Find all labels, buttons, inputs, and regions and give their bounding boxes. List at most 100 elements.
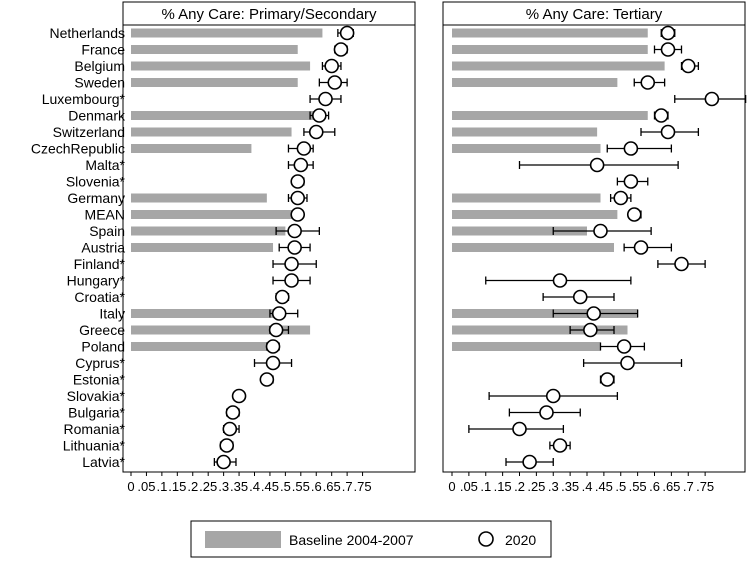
marker-2020 — [653, 108, 669, 123]
country-label: France — [81, 42, 125, 58]
x-tick-label: .25 — [199, 479, 217, 494]
marker-2020 — [512, 421, 527, 437]
marker-2020 — [522, 454, 537, 470]
marker-2020 — [680, 58, 696, 74]
baseline-bar — [131, 226, 286, 236]
x-tick-label: .4 — [249, 479, 260, 494]
baseline-bar — [452, 325, 628, 335]
country-label: Luxembourg* — [42, 91, 126, 107]
marker-2020 — [290, 190, 306, 206]
marker-2020 — [268, 322, 284, 338]
legend-baseline-label: Baseline 2004-2007 — [289, 532, 414, 548]
x-tick-label: .45 — [261, 479, 279, 494]
baseline-bar — [452, 45, 648, 54]
marker-2020 — [287, 223, 302, 239]
x-tick-label: .5 — [280, 479, 291, 494]
country-label: Slovenia* — [66, 174, 126, 190]
x-tick-label: .05 — [460, 479, 478, 494]
marker-2020 — [274, 289, 290, 305]
panel-frame — [122, 1, 416, 473]
panel-primary-secondary: % Any Care: Primary/Secondary0.05.1.15.2… — [122, 1, 416, 494]
baseline-bar — [452, 210, 618, 219]
marker-2020 — [660, 124, 676, 140]
marker-2020 — [539, 405, 554, 420]
marker-2020 — [593, 223, 608, 239]
x-tick-label: .7 — [683, 479, 694, 494]
marker-2020 — [613, 190, 629, 206]
marker-2020 — [312, 108, 327, 123]
baseline-bar — [452, 127, 598, 137]
baseline-bar — [452, 61, 665, 71]
country-label: Latvia* — [82, 454, 125, 470]
x-tick-label: .75 — [696, 479, 714, 494]
panel-title: % Any Care: Tertiary — [526, 6, 663, 23]
baseline-bar — [131, 342, 274, 351]
marker-2020 — [225, 405, 241, 420]
baseline-bar — [131, 127, 292, 137]
x-tick-label: .3 — [218, 479, 229, 494]
marker-2020 — [616, 339, 632, 354]
marker-2020 — [318, 91, 333, 107]
country-label: Greece — [79, 322, 125, 338]
x-tick-label: .2 — [514, 479, 525, 494]
x-tick-label: .25 — [527, 479, 545, 494]
x-tick-label: .65 — [323, 479, 341, 494]
marker-2020 — [287, 240, 302, 255]
x-tick-label: .05 — [137, 479, 155, 494]
baseline-bar — [452, 243, 614, 252]
x-tick-label: .2 — [187, 479, 198, 494]
x-tick-label: .6 — [311, 479, 322, 494]
baseline-bar — [131, 210, 295, 219]
baseline-bar — [131, 325, 311, 335]
x-tick-label: .15 — [168, 479, 186, 494]
marker-2020 — [231, 388, 247, 404]
country-label: Bulgaria* — [68, 405, 125, 421]
marker-2020 — [572, 289, 588, 305]
baseline-bar — [452, 226, 587, 236]
country-label: Hungary* — [67, 273, 126, 289]
marker-2020 — [660, 42, 676, 57]
x-tick-label: .55 — [292, 479, 310, 494]
country-label: Sweden — [74, 75, 125, 91]
country-label: Lithuania* — [63, 438, 126, 454]
country-label: Germany — [67, 190, 125, 206]
country-label: MEAN — [85, 207, 125, 223]
country-label: Belgium — [74, 58, 125, 74]
marker-2020 — [623, 174, 639, 189]
marker-2020 — [216, 454, 231, 470]
x-tick-label: .35 — [561, 479, 579, 494]
baseline-bar — [131, 144, 252, 153]
marker-2020 — [704, 91, 720, 107]
x-tick-label: .15 — [494, 479, 512, 494]
country-label: Malta* — [85, 157, 125, 173]
panel-frame — [442, 1, 746, 473]
marker-2020 — [265, 339, 281, 354]
marker-2020 — [284, 273, 299, 288]
country-label: Cyprus* — [75, 355, 125, 371]
baseline-bar — [131, 243, 274, 252]
x-tick-label: .1 — [156, 479, 167, 494]
x-tick-label: .1 — [480, 479, 491, 494]
baseline-bar — [452, 309, 638, 318]
marker-2020 — [333, 42, 349, 57]
baseline-bar — [131, 309, 277, 318]
baseline-bar — [452, 144, 601, 153]
marker-2020 — [327, 75, 343, 90]
x-tick-label: .4 — [582, 479, 593, 494]
country-label: Italy — [99, 306, 125, 322]
marker-2020 — [290, 207, 306, 222]
marker-2020 — [660, 25, 676, 41]
marker-2020 — [545, 388, 561, 404]
x-tick-label: 0 — [448, 479, 455, 494]
country-label: Denmark — [68, 108, 126, 124]
marker-2020 — [219, 438, 235, 453]
country-label: Netherlands — [50, 25, 126, 41]
baseline-bar — [131, 45, 298, 54]
baseline-bar — [131, 28, 323, 38]
marker-2020 — [308, 124, 324, 140]
marker-2020 — [271, 306, 287, 321]
marker-2020 — [589, 157, 605, 173]
country-label: Romania* — [64, 421, 126, 437]
